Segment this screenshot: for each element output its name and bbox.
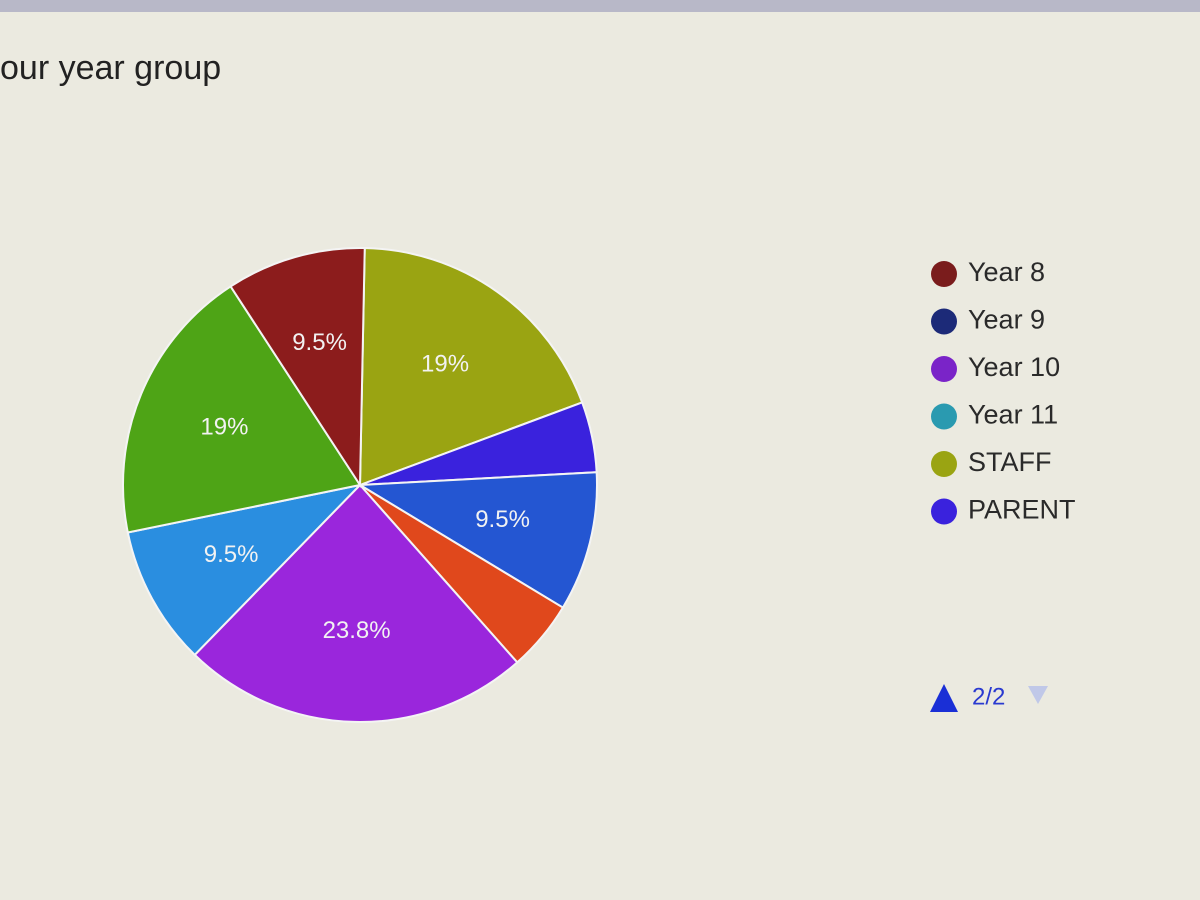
slice-label: 9.5% xyxy=(292,329,347,356)
pager-up[interactable] xyxy=(930,684,958,712)
legend-label: Year 10 xyxy=(968,352,1060,382)
pager-text: 2/2 xyxy=(972,683,1005,710)
top-bar xyxy=(0,0,1200,12)
pie-slice xyxy=(122,285,362,534)
legend-marker xyxy=(931,403,957,430)
slice-label: 19% xyxy=(200,414,248,441)
pie-slice xyxy=(356,471,598,609)
legend-marker xyxy=(931,308,957,335)
legend-label: Year 11 xyxy=(968,400,1058,430)
pie-slice xyxy=(126,483,363,657)
legend-marker xyxy=(931,451,957,477)
pager-down xyxy=(1028,686,1048,704)
legend-marker xyxy=(931,261,957,287)
legend-label: STAFF xyxy=(968,447,1052,477)
slice-label: 9.5% xyxy=(475,506,530,533)
pie-slice xyxy=(358,247,584,487)
pie-slice xyxy=(193,483,519,723)
legend-marker xyxy=(931,498,957,525)
legend-label: PARENT xyxy=(968,495,1076,525)
chart-title: our year group xyxy=(0,49,221,87)
slice-label: 19% xyxy=(421,351,469,378)
pie: 19% 9.5% 23.8% 9.5% 19% 9.5% xyxy=(122,247,598,723)
legend-label: Year 8 xyxy=(968,257,1045,287)
legend-label: Year 9 xyxy=(968,305,1045,335)
legend-marker xyxy=(931,356,957,382)
pie-slice xyxy=(229,247,366,489)
slice-label: 9.5% xyxy=(204,541,259,568)
slice-label: 23.8% xyxy=(323,617,391,644)
legend: Year 8 Year 9 Year 10 Year 11 STAFF PARENT xyxy=(931,257,1076,525)
